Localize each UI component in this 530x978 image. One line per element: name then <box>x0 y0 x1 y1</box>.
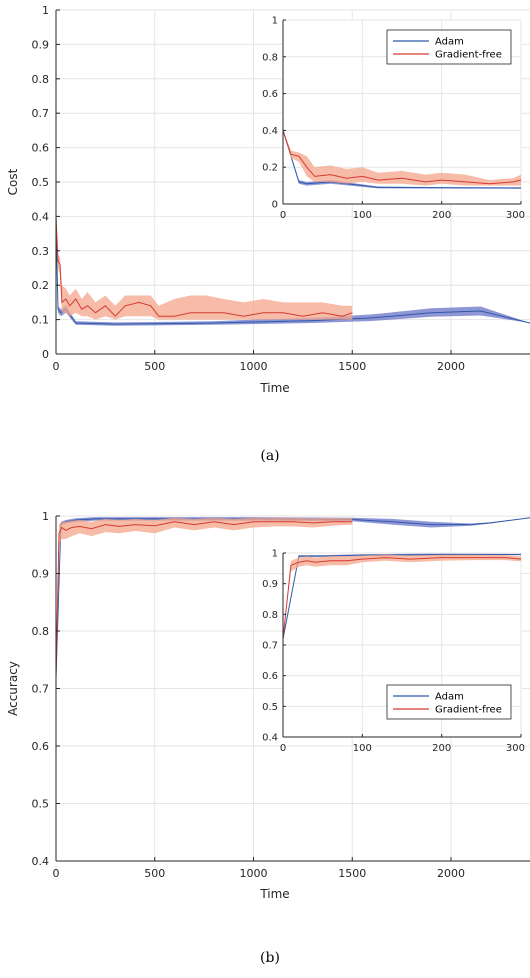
x-tick-label: 2000 <box>437 360 465 373</box>
inset-y-tick-label: 0.6 <box>262 89 278 100</box>
series-band-gradient-free <box>56 216 353 320</box>
y-tick-label: 0.9 <box>32 568 50 581</box>
y-tick-label: 0.7 <box>32 683 50 696</box>
legend-box <box>386 29 512 65</box>
legend-label-gradient-free: Gradient-free <box>435 705 502 716</box>
x-tick-label: 500 <box>144 867 165 880</box>
series-line-adam <box>55 216 530 325</box>
x-tick-label: 500 <box>144 360 165 373</box>
y-tick-label: 0.7 <box>32 107 50 120</box>
y-tick-label: 0.9 <box>32 38 50 51</box>
inset-x-tick-label: 100 <box>353 210 372 221</box>
series-line-gradient-free <box>55 216 353 317</box>
chart-panel-0: 0 500 1000 1500 200000.10.20.30.40.50.60.70.… <box>6 4 530 464</box>
y-tick-label: 0.5 <box>32 798 50 811</box>
inset-x-tick-label: 200 <box>432 210 451 221</box>
legend-label-adam: Adam <box>435 692 464 703</box>
y-axis-label: Accuracy <box>6 661 20 716</box>
inset-y-tick-label: 0.4 <box>262 733 278 744</box>
figure-caption: (b) <box>260 950 280 966</box>
legend-label-adam: Adam <box>435 37 464 48</box>
x-tick-label: 1500 <box>338 867 366 880</box>
y-tick-label: 1 <box>42 4 49 17</box>
inset-x-tick-label: 300 <box>506 743 525 754</box>
inset-plot: 0 100 200 300 0.4 0.5 0.6 0.7 0.8 0.9 1 Adam Gradien… <box>262 549 525 755</box>
x-tick-label: 2000 <box>437 867 465 880</box>
inset-series-band-gradient-free <box>283 130 521 186</box>
x-tick-label: 1000 <box>240 867 268 880</box>
inset-y-tick-label: 1 <box>272 549 278 560</box>
inset-plot: 0 100 200 300 0 0.2 0.4 0.6 0.8 1 Adam Gradient-fre… <box>262 16 525 222</box>
x-tick-label: 1000 <box>240 360 268 373</box>
inset-y-tick-label: 0.9 <box>262 579 278 590</box>
inset-y-tick-label: 0.7 <box>262 641 278 652</box>
inset-series-line-gradient-free <box>282 130 522 185</box>
x-tick-label: 0 <box>53 360 60 373</box>
x-tick-label: 1500 <box>338 360 366 373</box>
legend: Adam Gradient-free <box>386 29 512 65</box>
y-tick-label: 0.8 <box>32 625 50 638</box>
y-tick-label: 0.2 <box>32 279 50 292</box>
inset-y-tick-label: 0 <box>272 200 278 211</box>
inset-y-tick-label: 0.6 <box>262 671 278 682</box>
y-tick-label: 1 <box>42 510 49 523</box>
inset-series-line-adam <box>282 554 521 639</box>
y-axis-label: Cost <box>6 168 20 195</box>
y-tick-label: 0.8 <box>32 73 50 86</box>
y-tick-label: 0.4 <box>32 855 50 868</box>
inset-series-band-adam <box>283 130 521 189</box>
series-band-adam <box>56 216 530 326</box>
legend-label-gradient-free: Gradient-free <box>435 50 502 61</box>
figure-caption: (a) <box>260 448 279 464</box>
inset-y-tick-label: 0.4 <box>262 126 278 137</box>
inset-series-band-gradient-free <box>283 554 521 639</box>
y-tick-label: 0.5 <box>32 176 50 189</box>
inset-x-tick-label: 100 <box>353 743 372 754</box>
x-axis-label: Time <box>259 381 289 395</box>
y-tick-label: 0.1 <box>32 314 50 327</box>
y-tick-label: 0.4 <box>32 210 50 223</box>
inset-series-line-gradient-free <box>282 557 522 639</box>
inset-x-tick-label: 0 <box>280 743 286 754</box>
inset-y-tick-label: 0.5 <box>262 702 278 713</box>
inset-x-tick-label: 0 <box>280 210 286 221</box>
series-line-gradient-free <box>55 521 353 678</box>
inset-y-tick-label: 0.8 <box>262 52 278 63</box>
y-tick-label: 0.6 <box>32 142 50 155</box>
y-tick-label: 0.3 <box>32 245 50 258</box>
chart-panel-1: 0 500 1000 1500 20000.40.50.60.70.80.91TimeA… <box>6 510 530 966</box>
inset-y-tick-label: 0.8 <box>262 610 278 621</box>
series-band-gradient-free <box>56 517 353 677</box>
legend: Adam Gradient-free <box>386 684 512 720</box>
legend-box <box>386 684 512 720</box>
x-tick-label: 0 <box>53 867 60 880</box>
inset-x-tick-label: 200 <box>432 743 451 754</box>
inset-y-tick-label: 0.2 <box>262 163 278 174</box>
x-axis-label: Time <box>259 887 289 901</box>
y-tick-label: 0 <box>42 348 49 361</box>
y-tick-label: 0.6 <box>32 740 50 753</box>
inset-y-tick-label: 1 <box>272 16 278 27</box>
inset-x-tick-label: 300 <box>506 210 525 221</box>
